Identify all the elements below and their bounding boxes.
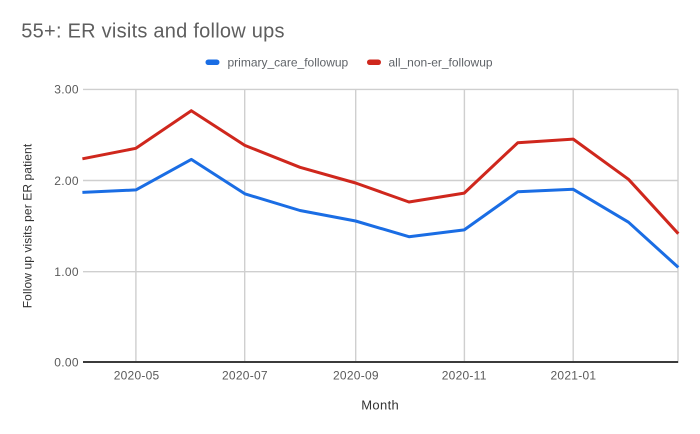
svg-text:Follow up visits per ER patien: Follow up visits per ER patient bbox=[21, 143, 35, 308]
svg-text:3.00: 3.00 bbox=[54, 83, 79, 97]
svg-text:Month: Month bbox=[361, 398, 399, 413]
svg-text:2020-11: 2020-11 bbox=[442, 368, 487, 382]
svg-text:2020-07: 2020-07 bbox=[222, 368, 268, 382]
svg-text:primary_care_followup: primary_care_followup bbox=[228, 55, 349, 69]
svg-text:all_non-er_followup: all_non-er_followup bbox=[389, 55, 493, 69]
svg-text:2020-09: 2020-09 bbox=[333, 368, 379, 382]
svg-text:55+: ER visits and follow ups: 55+: ER visits and follow ups bbox=[21, 21, 285, 43]
svg-text:0.00: 0.00 bbox=[54, 355, 79, 369]
svg-text:1.00: 1.00 bbox=[54, 265, 79, 279]
svg-text:2020-05: 2020-05 bbox=[114, 368, 160, 382]
svg-text:2.00: 2.00 bbox=[54, 174, 79, 188]
svg-text:2021-01: 2021-01 bbox=[551, 368, 597, 382]
